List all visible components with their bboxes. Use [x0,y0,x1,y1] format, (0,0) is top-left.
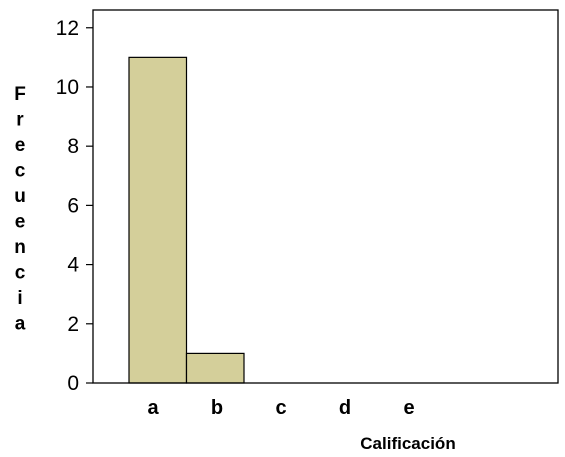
y-tick-label: 8 [67,135,79,158]
y-axis-title-letter: e [15,135,26,156]
bar-a [128,56,188,384]
y-axis-title-letter: c [15,161,26,182]
y-axis-title-letter: n [14,237,26,258]
x-tick-label-a: a [147,397,159,419]
y-axis-title-letter: u [14,186,26,207]
x-axis-category-labels: a b c d e [147,397,414,419]
y-tick-label: 10 [56,76,79,99]
y-axis-title-letter: F [14,84,26,105]
y-axis-title-letter: a [15,314,26,335]
y-tick-label: 2 [67,313,79,336]
bars-group [128,56,245,384]
y-tick-label: 12 [56,17,79,40]
plot-frame [92,9,559,384]
x-axis-title: Calificación [360,434,455,453]
x-tick-label-d: d [339,397,351,419]
y-axis-ticks: 0 2 4 6 8 10 12 [56,17,93,395]
y-tick-label: 0 [67,372,79,395]
y-axis-title-letter: i [17,288,22,309]
bar-b [185,352,245,384]
x-tick-label-e: e [403,397,414,419]
x-tick-label-b: b [211,397,223,419]
y-axis-title-letter: e [15,212,26,233]
y-axis-title-letter: r [16,110,24,131]
y-tick-label: 4 [67,254,79,277]
y-tick-label: 6 [67,194,79,217]
y-axis-title-letter: c [15,263,26,284]
x-tick-label-c: c [275,397,286,419]
